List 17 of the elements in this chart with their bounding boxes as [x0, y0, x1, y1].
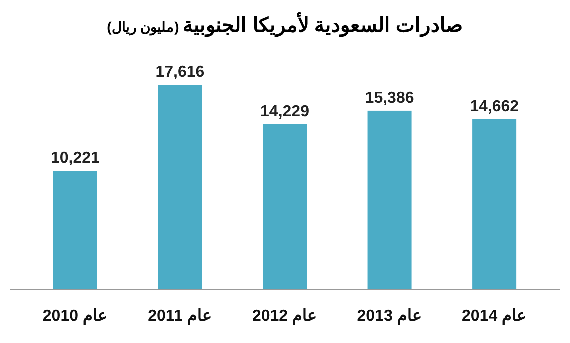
bar: [158, 85, 202, 290]
bar: [472, 119, 517, 290]
data-label: 15,386: [365, 90, 414, 107]
chart-title: صادرات السعودية لأمريكا الجنوبية: [183, 12, 463, 38]
data-label: 17,616: [156, 64, 205, 81]
data-label: 10,221: [50, 150, 100, 168]
data-label: 14,662: [470, 98, 520, 116]
data-label: 14,229: [260, 103, 310, 120]
chart-subtitle: (مليون ريال): [107, 19, 184, 36]
bar: [368, 110, 412, 290]
x-tick-label: عام 2013: [357, 308, 422, 326]
x-tick-label: عام 2010: [42, 308, 108, 326]
x-tick-label: عام 2012: [252, 308, 318, 326]
x-tick-label: عام 2011: [148, 308, 212, 326]
bar: [53, 171, 98, 290]
x-tick-label: عام 2014: [462, 308, 528, 326]
bar: [262, 124, 308, 290]
